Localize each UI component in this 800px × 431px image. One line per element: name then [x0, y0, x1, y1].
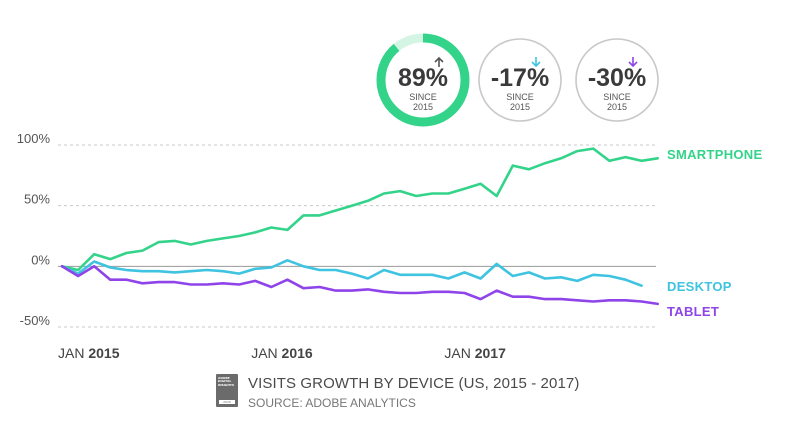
y-tick-label: 50%	[24, 192, 50, 207]
y-tick-label: 100%	[17, 131, 51, 146]
badge-line-3: INSIGHTS	[218, 382, 235, 387]
callout-ring-1	[478, 38, 562, 122]
x-tick-month: JAN	[251, 345, 281, 361]
x-tick-month: JAN	[58, 345, 88, 361]
badge-line-2: DIGITAL	[218, 379, 232, 384]
callout-ring-2	[575, 38, 659, 122]
callout-value: -30%	[588, 64, 646, 92]
badge-line-1: ADOBE	[218, 376, 230, 380]
y-tick-label: -50%	[20, 313, 51, 328]
series-label-smartphone: SMARTPHONE	[667, 147, 762, 162]
x-tick-year: 2017	[475, 345, 506, 361]
arrow-down-icon	[628, 57, 638, 68]
callout-year: 2015	[413, 102, 433, 112]
series-line-tablet	[60, 264, 660, 306]
series-label-desktop: DESKTOP	[667, 279, 732, 294]
x-tick-label: JAN 2017	[444, 345, 506, 361]
callout-ring-0	[376, 33, 470, 127]
callout-since: SINCE	[409, 92, 437, 102]
series-line-desktop	[60, 258, 643, 288]
callout-year: 2015	[607, 102, 627, 112]
callout-value: 89%	[398, 64, 448, 92]
x-tick-label: JAN 2015	[58, 345, 120, 361]
x-tick-label: JAN 2016	[251, 345, 313, 361]
series-label-tablet: TABLET	[667, 304, 719, 319]
y-tick-label: 0%	[31, 252, 50, 267]
x-tick-year: 2016	[282, 345, 313, 361]
badge-year: 2016	[219, 400, 235, 404]
chart-source: SOURCE: ADOBE ANALYTICS	[248, 396, 416, 410]
chart-title: VISITS GROWTH BY DEVICE (US, 2015 - 2017…	[248, 375, 580, 392]
arrow-down-icon	[531, 57, 541, 68]
x-tick-year: 2015	[88, 345, 119, 361]
chart-footer: ADOBE DIGITAL INSIGHTS 2016 VISITS GROWT…	[216, 372, 636, 416]
x-tick-month: JAN	[444, 345, 474, 361]
arrow-up-icon	[434, 56, 444, 67]
callout-year: 2015	[510, 102, 530, 112]
series-line-smartphone	[60, 147, 660, 272]
callout-since: SINCE	[603, 92, 631, 102]
adobe-digital-insights-logo: ADOBE DIGITAL INSIGHTS 2016	[216, 374, 238, 407]
chart-canvas: 100%50%0%-50%JAN 2015 JAN 2016 JAN 2017SMA…	[17, 33, 762, 361]
callout-value: -17%	[491, 64, 549, 92]
callout-since: SINCE	[506, 92, 534, 102]
